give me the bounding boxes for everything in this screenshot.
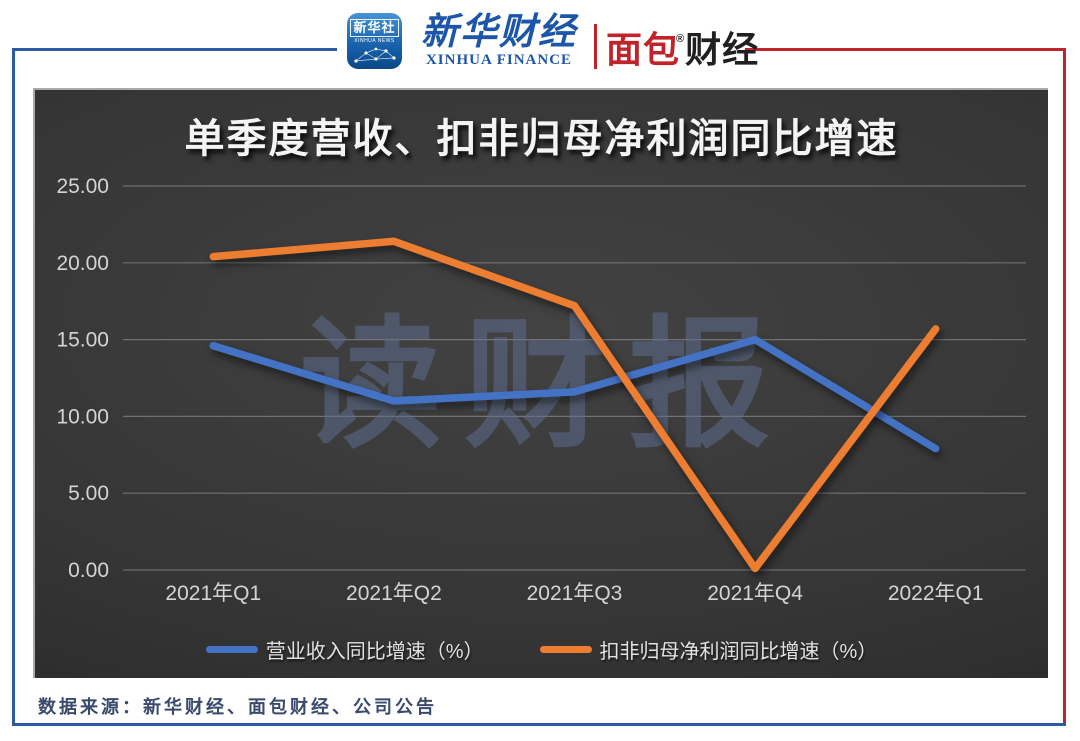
watermark-text: 读财报 [300, 306, 792, 465]
legend-item-net-profit: 扣非归母净利润同比增速（%） [539, 635, 878, 664]
legend-label-revenue: 营业收入同比增速（%） [265, 641, 484, 663]
svg-text:2021年Q4: 2021年Q4 [707, 582, 803, 605]
data-series-lines [209, 237, 940, 573]
mianbao-logo-part2: 财经 [685, 29, 760, 70]
svg-text:2022年Q1: 2022年Q1 [888, 582, 984, 605]
xinhua-news-icon-label: 新华社 [350, 19, 399, 37]
svg-text:2021年Q2: 2021年Q2 [346, 582, 442, 605]
frame-border-top-right [745, 48, 1066, 51]
svg-text:20.00: 20.00 [56, 252, 109, 275]
svg-text:0.00: 0.00 [68, 559, 109, 582]
header-divider-line [594, 24, 597, 69]
network-constellation-icon [353, 47, 396, 63]
legend-item-revenue: 营业收入同比增速（%） [205, 635, 484, 664]
xinhua-finance-en: XINHUA FINANCE [425, 52, 573, 68]
svg-text:5.00: 5.00 [68, 482, 109, 505]
xinhua-news-icon-sublabel: XINHUA NEWS [354, 38, 395, 44]
xinhua-news-app-icon: 新华社 XINHUA NEWS [347, 13, 402, 69]
mianbao-logo-part1: 面包 [606, 29, 681, 70]
gridlines [123, 185, 1026, 571]
svg-text:10.00: 10.00 [56, 405, 109, 428]
legend-swatch-orange [539, 646, 592, 653]
xinhua-finance-cn: 新华财经 [421, 11, 577, 52]
chart-panel: 单季度营收、扣非归母净利润同比增速 0.00 5.00 10.00 15.00 20.0… [33, 88, 1048, 678]
frame-border-bottom [12, 723, 1066, 726]
mianbao-finance-logo: 面包®财经 [606, 21, 759, 73]
y-axis-tick-labels: 0.00 5.00 10.00 15.00 20.00 25.00 [56, 175, 109, 582]
xinhua-finance-logo: 新华财经 XINHUA FINANCE [409, 12, 589, 69]
chart-legend: 营业收入同比增速（%） 扣非归母净利润同比增速（%） [35, 635, 1048, 664]
x-axis-category-labels: 2021年Q1 2021年Q2 2021年Q3 2021年Q4 2022年Q1 [165, 582, 983, 605]
frame-border-left [12, 48, 15, 726]
data-source-note: 数据来源：新华财经、面包财经、公司公告 [38, 697, 437, 717]
registered-mark: ® [676, 33, 686, 45]
legend-swatch-blue [205, 646, 258, 653]
frame-border-top-left [12, 48, 337, 51]
svg-text:2021年Q1: 2021年Q1 [165, 582, 261, 605]
chart-title: 单季度营收、扣非归母净利润同比增速 [184, 117, 899, 161]
frame-border-right [1063, 48, 1066, 726]
svg-text:2021年Q3: 2021年Q3 [527, 582, 623, 605]
legend-label-net-profit: 扣非归母净利润同比增速（%） [599, 641, 878, 663]
svg-text:15.00: 15.00 [56, 329, 109, 352]
svg-text:25.00: 25.00 [56, 175, 109, 198]
